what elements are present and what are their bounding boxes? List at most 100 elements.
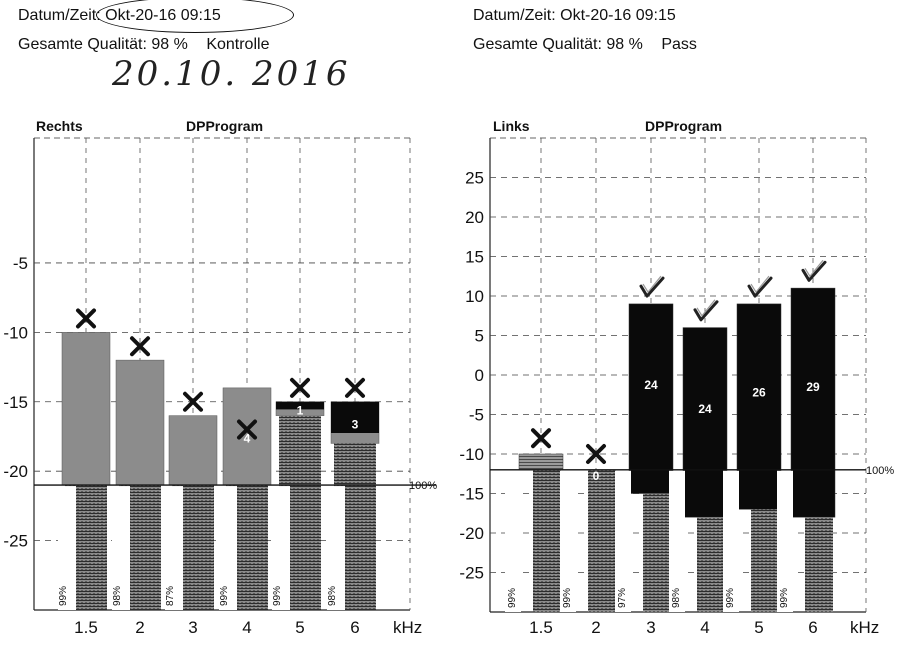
reliability-label: 99%	[219, 586, 230, 606]
reliability-label: 97%	[617, 588, 628, 608]
reliability-strip	[219, 486, 237, 610]
reliability-label: 99%	[507, 588, 518, 608]
pass-check-highlight	[696, 299, 716, 317]
signal-bar	[61, 332, 111, 486]
signal-bar	[222, 387, 272, 486]
pass-check-marker	[693, 300, 719, 322]
reliability-label: 99%	[272, 586, 283, 606]
reliability-label: 99%	[562, 588, 573, 608]
x-tick-label: 5	[295, 618, 304, 637]
y-tick-label: 25	[465, 169, 484, 188]
signal-bar	[168, 415, 218, 486]
reliability-label: 98%	[327, 586, 338, 606]
signal-bar	[628, 303, 674, 494]
noise-floor-bar	[751, 509, 779, 612]
reliability-strip	[669, 470, 685, 612]
snr-label: 24	[698, 402, 712, 416]
y-tick-label: 15	[465, 248, 484, 267]
snr-label: 24	[644, 378, 658, 392]
reliability-strip	[272, 486, 290, 610]
noise-floor-bar	[697, 517, 725, 612]
signal-bar	[518, 453, 564, 471]
x-tick-label: 1.5	[529, 618, 553, 637]
y-tick-label: -25	[459, 564, 484, 583]
left-date-label: Datum/Zeit:	[18, 7, 101, 24]
reliability-label: 98%	[671, 588, 682, 608]
chart-links: Links DPProgram2520151050-5-10-15-20-2599…	[459, 118, 894, 637]
y-tick-label: -5	[469, 406, 484, 425]
left-quality-label: Gesamte Qualität: 98 %	[18, 36, 188, 53]
x-tick-label: 3	[646, 618, 655, 637]
y-tick-label: -15	[3, 393, 28, 412]
noise-floor-bar	[805, 517, 833, 612]
right-date-label: Datum/Zeit:	[473, 7, 556, 24]
noise-floor-bar	[643, 493, 671, 612]
snr-label: 3	[352, 418, 359, 432]
signal-bar-dark	[276, 401, 324, 410]
fail-x-stroke	[531, 428, 551, 449]
fail-x-marker	[76, 308, 96, 329]
chart-ear-label: Rechts	[36, 118, 83, 134]
reliability-strip	[505, 470, 521, 612]
fail-x-marker	[237, 419, 257, 440]
reliability-label: 98%	[112, 586, 123, 606]
noise-floor-bar	[588, 469, 616, 612]
reliability-label: 99%	[725, 588, 736, 608]
fail-x-stroke	[183, 391, 203, 412]
left-quality-line: Gesamte Qualität: 98 % Kontrolle	[18, 35, 269, 55]
snr-label: 26	[752, 385, 766, 399]
y-tick-label: 20	[465, 208, 484, 227]
fail-x-marker	[586, 444, 606, 464]
reliability-label: 99%	[58, 586, 69, 606]
fail-x-stroke	[237, 419, 257, 440]
pass-check-marker	[639, 276, 665, 298]
reliability-strip	[112, 486, 130, 610]
fail-x-marker	[531, 428, 551, 449]
snr-label: 29	[806, 380, 820, 394]
x-tick-label: 5	[754, 618, 763, 637]
y-tick-label: -5	[13, 254, 28, 273]
reliability-strip	[777, 470, 793, 612]
right-date-value: Okt-20-16 09:15	[560, 7, 676, 24]
reliability-strip	[165, 486, 183, 610]
snr-label: 0	[593, 469, 600, 483]
x-tick-label: 4	[242, 618, 251, 637]
fail-x-marker	[183, 391, 203, 412]
reliability-strip	[560, 470, 576, 612]
right-result: Pass	[661, 36, 697, 53]
y-tick-label: 0	[475, 366, 484, 385]
x-tick-label: 1.5	[74, 618, 98, 637]
chart-ear-label: Links	[493, 118, 530, 134]
fail-x-stroke	[76, 308, 96, 329]
x-axis-unit-label: kHz	[850, 618, 879, 637]
reliability-strip	[723, 470, 739, 612]
x-axis-unit-label: kHz	[393, 618, 422, 637]
y-tick-label: -10	[3, 323, 28, 342]
fail-x-stroke	[290, 377, 310, 398]
x-tick-label: 3	[188, 618, 197, 637]
x-tick-label: 6	[808, 618, 817, 637]
pass-check-highlight	[750, 275, 770, 294]
pass-check-highlight	[804, 259, 824, 278]
fail-x-stroke	[345, 377, 365, 398]
snr-label: 1	[297, 404, 304, 418]
reference-100-label: 100%	[866, 465, 894, 477]
reliability-label: 87%	[165, 586, 176, 606]
right-quality-line: Gesamte Qualität: 98 % Pass	[473, 35, 697, 55]
right-date-line: Datum/Zeit: Okt-20-16 09:15	[473, 6, 676, 26]
y-tick-label: 5	[475, 327, 484, 346]
reliability-strip	[58, 486, 76, 610]
signal-bar-dark	[331, 401, 379, 433]
handwritten-date: 20.10. 2016	[112, 54, 351, 94]
fail-x-marker	[130, 336, 150, 357]
fail-x-stroke	[130, 336, 150, 357]
y-tick-label: 10	[465, 287, 484, 306]
y-tick-label: -25	[3, 532, 28, 551]
signal-bar	[682, 327, 728, 518]
pass-check-marker	[801, 260, 827, 282]
x-tick-label: 2	[135, 618, 144, 637]
chart-title: DPProgram	[645, 118, 722, 134]
chart-title: DPProgram	[186, 118, 263, 134]
y-tick-label: -20	[459, 524, 484, 543]
